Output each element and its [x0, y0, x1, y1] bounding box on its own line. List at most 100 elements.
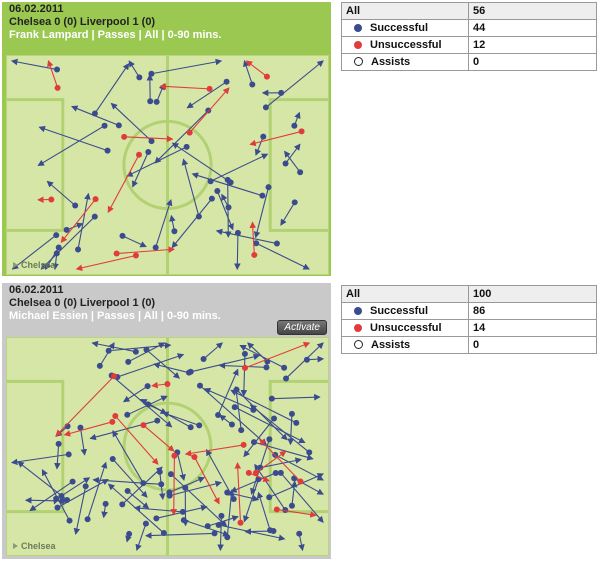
successful-pass-dot	[288, 502, 295, 509]
successful-pass-dot	[171, 228, 178, 235]
stats-table-essien: All 100 Successful 86 Unsuccessful 14 As…	[341, 285, 597, 354]
successful-pass-line	[61, 477, 91, 497]
successful-pass-line	[122, 235, 147, 248]
successful-pass-dot	[218, 512, 225, 519]
stats-row-successful[interactable]: Successful 86	[341, 302, 597, 320]
successful-pass-line	[210, 153, 269, 182]
successful-pass-line	[285, 342, 324, 379]
successful-pass-line	[247, 342, 268, 362]
stats-row-unsuccessful[interactable]: Unsuccessful 12	[341, 36, 597, 54]
unsuccessful-pass-dot	[48, 196, 55, 203]
unsuccessful-pass-dot	[92, 196, 99, 203]
unsuccessful-pass-line	[189, 87, 230, 134]
successful-pass-dot	[125, 358, 132, 365]
successful-pass-line	[290, 480, 298, 506]
unsuccessful-pass-dot	[251, 251, 258, 258]
successful-pass-line	[29, 481, 73, 512]
successful-pass-dot	[282, 160, 289, 167]
stats-row-unsuccessful[interactable]: Unsuccessful 14	[341, 319, 597, 337]
successful-pass-dot	[63, 226, 70, 233]
successful-pass-dot	[208, 195, 215, 202]
successful-pass-line	[73, 486, 87, 535]
successful-pass-dot	[277, 469, 284, 476]
all-label: All	[341, 285, 469, 303]
successful-pass-dot	[53, 232, 60, 239]
successful-pass-line	[57, 478, 109, 509]
successful-pass-line	[234, 232, 241, 271]
successful-pass-line	[169, 476, 205, 493]
successful-pass-line	[77, 192, 91, 250]
team-label: Chelsea	[13, 541, 56, 551]
successful-pass-line	[111, 375, 173, 428]
unsuccessful-pass-line	[244, 341, 311, 369]
successful-pass-line	[46, 180, 76, 206]
team-name: Chelsea	[21, 541, 56, 551]
unsuccessful-pass-line	[75, 254, 137, 271]
successful-pass-line	[79, 427, 88, 456]
successful-pass-dot	[145, 149, 152, 156]
successful-pass-dot	[104, 147, 111, 154]
successful-pass-line	[169, 480, 223, 497]
successful-pass-dot	[182, 484, 189, 491]
successful-pass-dot	[54, 66, 61, 73]
stats-row-successful[interactable]: Successful 44	[341, 19, 597, 37]
unsuccessful-pass-dot	[111, 373, 118, 380]
unsuccessful-pass-line	[170, 455, 178, 516]
successful-pass-dot	[124, 411, 131, 418]
successful-pass-line	[107, 483, 165, 534]
unsuccessful-pass-line	[234, 462, 242, 523]
successful-pass-line	[203, 388, 254, 411]
successful-pass-dot	[55, 244, 62, 251]
successful-label: Successful	[370, 305, 429, 317]
successful-pass-dot	[140, 480, 147, 487]
stats-row-assists[interactable]: Assists 0	[341, 336, 597, 354]
successful-pass-line	[170, 473, 228, 527]
successful-pass-line	[217, 515, 224, 552]
successful-pass-line	[284, 150, 301, 173]
successful-pass-dot	[126, 530, 133, 537]
successful-pass-line	[254, 136, 264, 156]
successful-pass-dot	[272, 470, 279, 477]
successful-pass-dot	[266, 436, 273, 443]
assists-value: 0	[468, 53, 597, 71]
white-dot-icon	[354, 57, 363, 66]
unsuccessful-pass-line	[255, 450, 287, 474]
unsuccessful-pass-line	[245, 60, 268, 78]
successful-pass-dot	[187, 368, 194, 375]
blue-dot-icon	[354, 307, 362, 315]
successful-pass-dot	[136, 74, 143, 81]
successful-pass-line	[11, 234, 57, 270]
successful-pass-line	[122, 385, 148, 403]
successful-pass-dot	[154, 417, 161, 424]
passes-panel-essien: 06.02.2011 Chelsea 0 (0) Liverpool 1 (0)…	[2, 283, 331, 559]
team-label: Chelsea	[13, 260, 56, 270]
successful-pass-dot	[230, 495, 237, 502]
successful-pass-line	[176, 452, 186, 481]
successful-pass-dot	[72, 202, 79, 209]
successful-pass-line	[126, 146, 187, 177]
unsuccessful-pass-line	[63, 421, 113, 437]
stats-row-assists[interactable]: Assists 0	[341, 53, 597, 71]
unsuccessful-pass-dot	[113, 250, 120, 257]
unsuccessful-pass-line	[60, 198, 96, 243]
successful-pass-dot	[147, 98, 154, 105]
successful-pass-dot	[77, 424, 84, 431]
pass-map-svg	[7, 56, 328, 274]
successful-pass-dot	[153, 98, 160, 105]
team-name: Chelsea	[21, 260, 56, 270]
unsuccessful-pass-dot	[112, 412, 119, 419]
successful-pass-dot	[262, 104, 269, 111]
successful-pass-dot	[214, 188, 221, 195]
successful-pass-dot	[293, 419, 300, 426]
successful-pass-dot	[119, 232, 126, 239]
activate-button[interactable]: Activate	[277, 320, 327, 335]
successful-pass-line	[215, 228, 278, 245]
successful-pass-line	[110, 102, 152, 142]
unsuccessful-pass-dot	[186, 129, 193, 136]
successful-pass-dot	[166, 489, 173, 496]
unsuccessful-pass-line	[248, 472, 270, 482]
unsuccessful-pass-dot	[206, 85, 213, 92]
unsuccessful-pass-dot	[298, 128, 305, 135]
successful-pass-line	[181, 158, 200, 217]
successful-pass-line	[10, 453, 69, 466]
